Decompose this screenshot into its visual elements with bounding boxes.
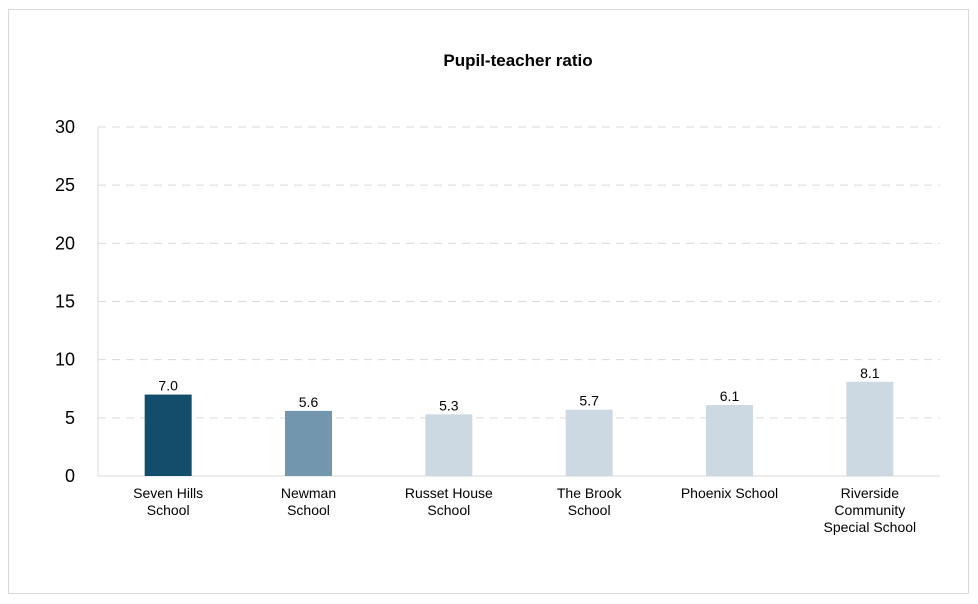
y-tick-label: 15	[55, 292, 75, 312]
bar	[425, 414, 473, 476]
x-tick-label-line: The Brook	[557, 485, 623, 501]
y-tick-label: 25	[55, 175, 75, 195]
x-tick-label-line: Russet House	[405, 485, 493, 501]
bar	[144, 394, 192, 476]
data-label: 8.1	[860, 365, 880, 381]
x-tick-label-line: Seven Hills	[133, 485, 203, 501]
bar	[846, 381, 894, 476]
x-tick-label: Phoenix School	[681, 485, 778, 501]
data-label: 5.7	[579, 393, 599, 409]
x-tick-label-line: Newman	[281, 485, 336, 501]
x-tick-label-line: School	[568, 502, 611, 518]
y-axis-ticks: 0 5 10 15 20 25 30	[55, 117, 75, 486]
bars	[144, 381, 894, 476]
gridlines	[97, 126, 940, 476]
x-tick-label: Newman School	[281, 485, 336, 518]
chart-title: Pupil-teacher ratio	[443, 51, 592, 70]
x-tick-label: Seven Hills School	[133, 485, 203, 518]
data-labels: 7.0 5.6 5.3 5.7 6.1 8.1	[158, 365, 879, 414]
data-label: 7.0	[158, 378, 178, 394]
x-tick-label-line: School	[287, 502, 330, 518]
bar	[565, 409, 613, 476]
x-tick-label: Russet House School	[405, 485, 493, 518]
y-tick-label: 0	[65, 466, 75, 486]
x-tick-label-line: School	[427, 502, 470, 518]
bar	[706, 405, 753, 476]
x-tick-label-line: Community	[834, 502, 905, 518]
x-tick-label-line: Special School	[824, 519, 917, 535]
y-tick-label: 20	[55, 233, 75, 253]
y-tick-label: 30	[55, 117, 75, 137]
x-tick-label-line: Phoenix School	[681, 485, 778, 501]
data-label: 5.6	[299, 394, 319, 410]
bar	[285, 410, 332, 476]
data-label: 6.1	[720, 388, 740, 404]
y-tick-label: 5	[65, 408, 75, 428]
x-tick-label-line: Riverside	[841, 485, 900, 501]
data-label: 5.3	[439, 397, 459, 413]
y-tick-label: 10	[55, 350, 75, 370]
x-tick-label: Riverside Community Special School	[824, 485, 917, 535]
x-tick-label: The Brook School	[557, 485, 623, 518]
x-tick-label-line: School	[147, 502, 190, 518]
